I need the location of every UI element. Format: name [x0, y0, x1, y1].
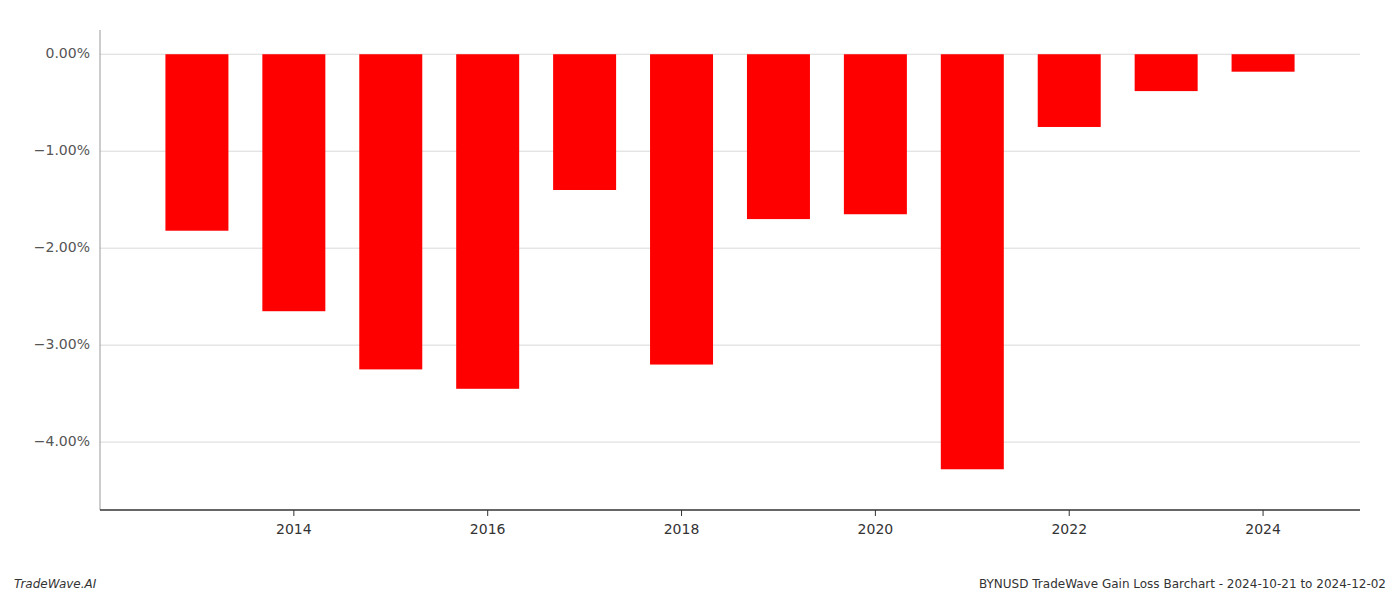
grid-line	[100, 442, 1360, 443]
y-axis-line	[100, 30, 101, 510]
bar	[553, 54, 616, 190]
y-tick-label: −1.00%	[34, 142, 90, 158]
chart: 0.00%−1.00%−2.00%−3.00%−4.00%20142016201…	[0, 0, 1400, 600]
footer-right: BYNUSD TradeWave Gain Loss Barchart - 20…	[979, 577, 1386, 591]
footer: TradeWave.AI BYNUSD TradeWave Gain Loss B…	[14, 577, 1386, 591]
x-tick-label: 2014	[276, 521, 312, 537]
bar	[650, 54, 713, 364]
y-grid	[100, 54, 1360, 442]
x-tick	[293, 510, 294, 516]
bar	[844, 54, 907, 214]
x-tick	[681, 510, 682, 516]
x-axis: 2014 2016 2018 2020 2022 2024	[100, 510, 1360, 537]
background	[0, 0, 1400, 600]
bar	[1038, 54, 1101, 127]
x-tick-label: 2020	[858, 521, 894, 537]
bar	[165, 54, 228, 230]
y-tick-label: −3.00%	[34, 336, 90, 352]
bars	[165, 54, 1294, 469]
bar	[941, 54, 1004, 469]
x-tick-label: 2016	[470, 521, 506, 537]
y-tick-label: 0.00%	[46, 45, 90, 61]
x-tick	[1263, 510, 1264, 516]
y-tick-label: −4.00%	[34, 433, 90, 449]
bar	[1135, 54, 1198, 91]
bar	[1232, 54, 1295, 71]
bar	[747, 54, 810, 219]
grid-line	[100, 345, 1360, 346]
x-tick-label: 2022	[1051, 521, 1087, 537]
bar	[456, 54, 519, 389]
x-tick	[1069, 510, 1070, 516]
y-tick-labels: 0.00% −1.00% −2.00% −3.00% −4.00%	[34, 45, 90, 449]
x-axis-line	[100, 509, 1360, 511]
x-tick-label: 2024	[1245, 521, 1281, 537]
x-tick-label: 2018	[664, 521, 700, 537]
x-tick	[875, 510, 876, 516]
bar	[262, 54, 325, 311]
x-tick	[487, 510, 488, 516]
bar	[359, 54, 422, 369]
y-tick-label: −2.00%	[34, 239, 90, 255]
footer-left: TradeWave.AI	[14, 577, 97, 591]
